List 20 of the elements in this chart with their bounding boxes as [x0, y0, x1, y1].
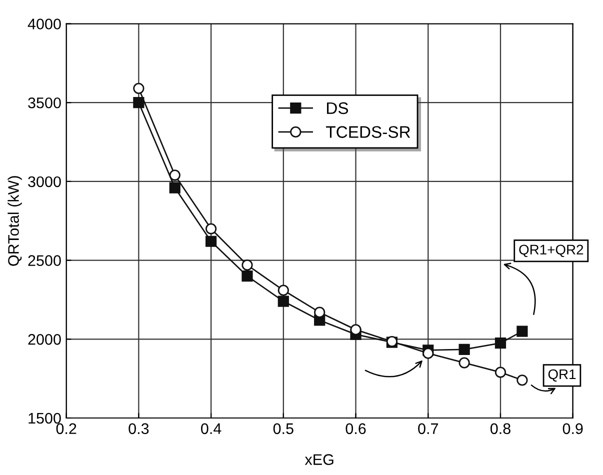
x-tick-label: 0.3: [128, 423, 149, 434]
y-tick-label: 2000: [28, 334, 61, 345]
x-tick-label: 0.5: [273, 423, 294, 434]
y-tick-label: 3500: [28, 97, 61, 108]
y-tick-label: 1500: [28, 412, 61, 424]
x-tick-label: 0.4: [201, 423, 222, 434]
y-tick-label: 4000: [28, 18, 61, 30]
x-axis-title: xEG: [304, 454, 334, 465]
x-tick-label: 0.7: [418, 423, 438, 434]
x-tick-label: 0.8: [490, 423, 510, 434]
annotation: QR1+QR2: [519, 244, 584, 258]
x-tick-label: 0.2: [56, 423, 76, 434]
y-axis-title: QRTotal (kW): [8, 176, 22, 266]
y-tick-label: 3000: [28, 176, 61, 188]
x-tick-label: 0.9: [562, 423, 583, 434]
annotation: QR1: [548, 369, 576, 382]
legend-label: DS: [327, 102, 348, 114]
y-tick-label: 2500: [28, 255, 61, 266]
legend-label: TCEDS-SR: [326, 126, 410, 138]
x-tick-label: 0.6: [346, 423, 366, 434]
